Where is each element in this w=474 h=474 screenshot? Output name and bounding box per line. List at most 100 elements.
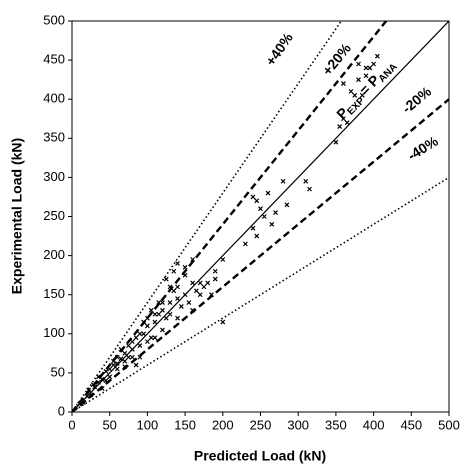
x-tick-label: 0: [68, 417, 75, 432]
reference-label: PEXP = PANA: [333, 56, 400, 124]
data-point: [152, 311, 158, 317]
data-point: [250, 194, 256, 200]
reference-line: [72, 21, 449, 412]
x-tick-label: 50: [102, 417, 116, 432]
data-point: [220, 319, 226, 325]
data-point: [220, 257, 226, 262]
reference-line: [72, 98, 449, 412]
y-tick-label: 350: [43, 130, 65, 145]
data-point: [156, 300, 162, 305]
reference-label: -40%: [405, 132, 442, 163]
data-point: [103, 368, 109, 374]
x-tick-label: 500: [438, 417, 460, 432]
data-point: [137, 343, 143, 348]
data-point: [209, 292, 214, 298]
data-point: [190, 280, 196, 286]
data-point: [160, 300, 165, 305]
data-point: [84, 393, 90, 399]
x-axis-label: Predicted Load (kN): [194, 448, 326, 464]
data-point: [88, 392, 94, 398]
data-point: [242, 241, 248, 247]
data-point: [175, 260, 180, 266]
data-point: [160, 327, 165, 333]
data-point: [133, 335, 139, 341]
y-tick-label: 450: [43, 52, 65, 67]
data-point: [205, 280, 211, 286]
data-point: [367, 65, 373, 71]
reference-label: +40%: [262, 29, 296, 68]
data-point: [148, 335, 154, 341]
data-point: [126, 343, 131, 348]
data-point: [265, 190, 271, 196]
subscript: ANA: [377, 61, 400, 84]
data-point: [197, 292, 203, 298]
data-point: [344, 120, 350, 126]
data-point: [144, 323, 150, 329]
data-point: [122, 364, 128, 370]
y-tick-label: 300: [43, 169, 65, 184]
data-point: [137, 354, 143, 360]
data-point: [258, 206, 263, 212]
data-point: [175, 296, 180, 302]
data-point: [201, 284, 207, 290]
data-point: [212, 276, 218, 282]
data-point: [363, 65, 369, 71]
data-point: [141, 331, 147, 337]
data-point: [122, 358, 128, 364]
data-point: [269, 221, 275, 227]
data-point: [356, 77, 361, 83]
data-point: [107, 374, 113, 380]
data-point: [254, 198, 260, 204]
data-point: [90, 382, 96, 388]
data-point: [182, 264, 188, 270]
y-tick-label: 100: [43, 325, 65, 340]
y-tick-label: 200: [43, 247, 65, 262]
data-point: [118, 356, 124, 362]
data-point: [148, 307, 154, 313]
data-point: [118, 347, 124, 352]
reference-line: [72, 21, 343, 412]
data-point: [95, 379, 101, 385]
data-point: [341, 81, 346, 86]
data-point: [152, 319, 158, 325]
x-tick-label: 100: [137, 417, 159, 432]
y-tick-label: 50: [51, 364, 65, 379]
data-point: [186, 300, 192, 305]
x-tick-label: 400: [363, 417, 385, 432]
data-point: [280, 178, 286, 184]
data-point: [178, 304, 184, 309]
data-point: [152, 335, 158, 341]
reference-line: [72, 176, 449, 412]
data-point: [254, 233, 260, 239]
data-point: [163, 276, 169, 282]
x-tick-label: 150: [174, 417, 196, 432]
data-point: [273, 210, 279, 216]
data-point: [126, 354, 131, 360]
data-point: [261, 214, 267, 219]
data-point: [171, 268, 177, 274]
x-tick-label: 300: [287, 417, 309, 432]
data-point: [307, 186, 312, 192]
data-point: [337, 124, 343, 129]
data-point: [129, 354, 135, 360]
data-point: [95, 374, 101, 380]
data-point: [114, 361, 120, 366]
data-point: [190, 257, 196, 262]
data-point: [284, 202, 290, 208]
data-point: [144, 315, 150, 321]
data-point: [250, 225, 256, 231]
data-point: [348, 88, 354, 94]
data-point: [129, 339, 135, 345]
data-point: [167, 284, 173, 290]
data-point: [156, 311, 162, 317]
data-point: [374, 53, 380, 59]
data-point: [111, 362, 116, 368]
data-point: [352, 92, 358, 98]
data-point: [77, 401, 82, 407]
data-point: [111, 358, 116, 364]
data-point: [182, 292, 188, 298]
data-point: [171, 288, 177, 294]
data-point: [167, 311, 173, 317]
data-point: [86, 387, 92, 393]
